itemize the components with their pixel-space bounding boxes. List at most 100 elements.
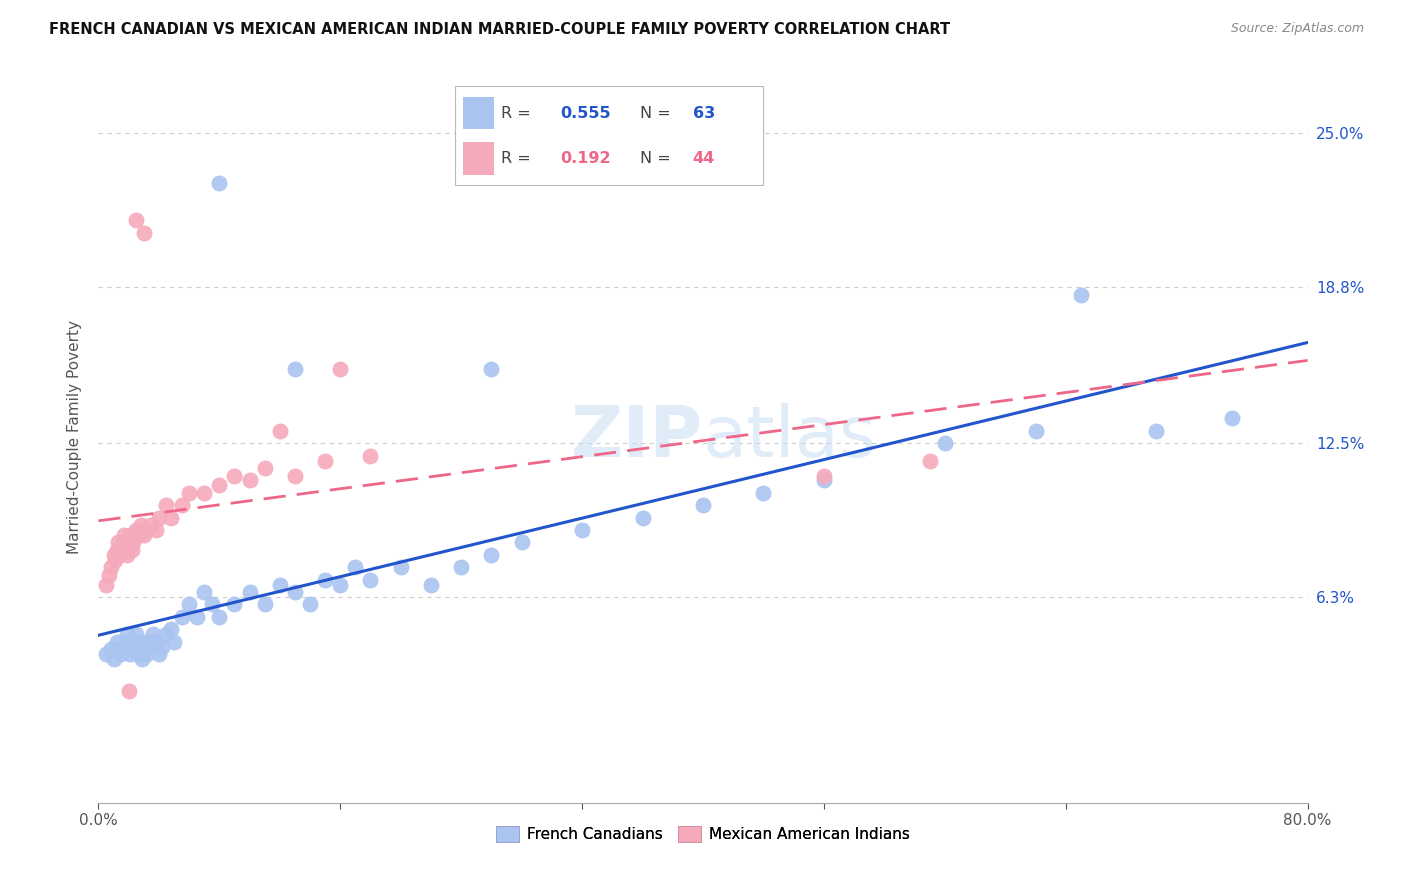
Point: [135, 523, 157, 537]
Point: [122, 634, 145, 648]
Point: [208, 176, 231, 190]
Point: [132, 528, 155, 542]
Point: [329, 577, 352, 591]
Point: [127, 647, 149, 661]
Point: [224, 598, 246, 612]
Point: [118, 535, 141, 549]
Point: [145, 634, 167, 648]
Point: [131, 652, 153, 666]
Text: ZIP: ZIP: [571, 402, 703, 472]
Point: [155, 627, 177, 641]
Point: [115, 548, 138, 562]
Point: [111, 535, 134, 549]
Point: [314, 573, 336, 587]
Point: [284, 468, 307, 483]
Point: [141, 640, 163, 654]
Point: [94, 647, 117, 661]
Point: [239, 474, 262, 488]
Point: [193, 486, 215, 500]
Point: [100, 560, 122, 574]
Point: [142, 627, 165, 641]
Point: [314, 453, 336, 467]
Point: [239, 585, 262, 599]
Point: [813, 474, 835, 488]
Point: [132, 226, 155, 240]
Point: [121, 642, 143, 657]
Point: [631, 510, 654, 524]
Point: [389, 560, 412, 574]
Point: [127, 528, 149, 542]
Point: [208, 610, 231, 624]
Point: [510, 535, 533, 549]
Point: [155, 498, 177, 512]
Point: [918, 453, 941, 467]
Point: [170, 498, 193, 512]
Point: [163, 634, 186, 648]
Point: [160, 510, 183, 524]
Point: [125, 627, 148, 641]
Point: [128, 640, 150, 654]
Point: [299, 598, 322, 612]
Point: [118, 684, 141, 698]
Point: [253, 598, 276, 612]
Point: [1024, 424, 1046, 438]
Legend: French Canadians, Mexican American Indians: French Canadians, Mexican American India…: [489, 818, 917, 850]
Text: FRENCH CANADIAN VS MEXICAN AMERICAN INDIAN MARRIED-COUPLE FAMILY POVERTY CORRELA: FRENCH CANADIAN VS MEXICAN AMERICAN INDI…: [49, 22, 950, 37]
Point: [752, 486, 775, 500]
Point: [132, 642, 155, 657]
Point: [269, 577, 291, 591]
Text: Source: ZipAtlas.com: Source: ZipAtlas.com: [1230, 22, 1364, 36]
Point: [571, 523, 593, 537]
Point: [269, 424, 291, 438]
Point: [201, 598, 224, 612]
Point: [120, 528, 142, 542]
Point: [481, 362, 503, 376]
Point: [420, 577, 443, 591]
Point: [692, 498, 714, 512]
Point: [105, 542, 128, 557]
Point: [121, 542, 143, 557]
Point: [934, 436, 956, 450]
Point: [145, 523, 167, 537]
Point: [112, 528, 135, 542]
Point: [253, 461, 276, 475]
Point: [360, 573, 382, 587]
Point: [108, 548, 131, 562]
Point: [360, 449, 382, 463]
Point: [148, 647, 170, 661]
Point: [160, 622, 183, 636]
Point: [135, 647, 157, 661]
Point: [450, 560, 472, 574]
Point: [94, 577, 117, 591]
Point: [179, 486, 201, 500]
Point: [284, 585, 307, 599]
Point: [136, 634, 159, 648]
Point: [104, 553, 127, 567]
Point: [120, 647, 142, 661]
Point: [105, 634, 128, 648]
Text: atlas: atlas: [703, 402, 877, 472]
Point: [193, 585, 215, 599]
Point: [114, 542, 136, 557]
Point: [344, 560, 367, 574]
Y-axis label: Married-Couple Family Poverty: Married-Couple Family Poverty: [67, 320, 83, 554]
Point: [481, 548, 503, 562]
Point: [103, 548, 125, 562]
Point: [125, 523, 148, 537]
Point: [107, 642, 129, 657]
Point: [125, 213, 148, 227]
Point: [115, 627, 138, 641]
Point: [150, 640, 173, 654]
Point: [141, 518, 163, 533]
Point: [1220, 411, 1243, 425]
Point: [208, 478, 231, 492]
Point: [112, 640, 135, 654]
Point: [122, 535, 145, 549]
Point: [103, 652, 125, 666]
Point: [129, 634, 152, 648]
Point: [100, 642, 122, 657]
Point: [107, 535, 129, 549]
Point: [110, 542, 132, 557]
Point: [114, 634, 136, 648]
Point: [110, 647, 132, 661]
